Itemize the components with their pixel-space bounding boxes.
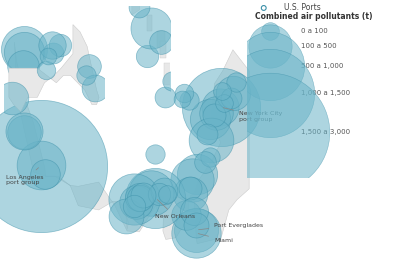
Point: [267, 130, 274, 134]
Point: [233, 80, 239, 84]
Point: [44, 54, 51, 58]
Point: [152, 196, 159, 200]
Text: Miami: Miami: [198, 234, 233, 243]
Point: [267, 91, 274, 95]
Polygon shape: [157, 32, 165, 48]
Point: [136, 196, 143, 201]
Point: [211, 113, 218, 117]
Point: [37, 164, 44, 168]
Text: Port Everglades: Port Everglades: [198, 223, 264, 230]
Point: [201, 159, 208, 164]
Point: [193, 223, 199, 227]
Point: [192, 231, 199, 235]
Point: [208, 137, 215, 142]
Point: [136, 194, 142, 199]
Text: Combined air pollutants (t): Combined air pollutants (t): [255, 12, 373, 20]
Point: [139, 193, 146, 198]
Point: [267, 44, 274, 48]
Point: [193, 228, 199, 232]
Point: [85, 64, 92, 68]
Point: [183, 212, 190, 217]
Point: [49, 43, 55, 47]
Point: [221, 101, 227, 105]
Point: [156, 192, 163, 196]
Point: [20, 64, 26, 69]
Text: U.S. Ports: U.S. Ports: [284, 4, 321, 12]
Point: [9, 96, 16, 100]
Point: [160, 189, 167, 194]
Point: [178, 97, 185, 101]
Point: [21, 130, 27, 134]
Point: [20, 50, 27, 54]
Point: [162, 95, 168, 99]
Polygon shape: [159, 42, 166, 58]
Point: [217, 104, 223, 109]
Polygon shape: [9, 25, 99, 112]
Point: [261, 6, 267, 10]
Point: [122, 214, 129, 218]
Point: [169, 79, 176, 83]
Point: [136, 5, 142, 9]
Point: [130, 204, 137, 208]
Point: [132, 200, 139, 205]
Point: [267, 29, 274, 33]
Point: [152, 152, 159, 156]
Point: [203, 132, 210, 136]
Point: [207, 117, 213, 121]
Polygon shape: [164, 63, 174, 85]
Point: [193, 172, 200, 176]
Point: [83, 73, 90, 77]
Point: [181, 91, 187, 96]
Point: [164, 191, 170, 196]
Point: [57, 43, 63, 48]
Point: [92, 85, 98, 90]
Point: [49, 51, 56, 55]
Point: [21, 47, 27, 51]
Point: [218, 88, 225, 93]
Text: 500 a 1,000: 500 a 1,000: [301, 63, 343, 70]
Polygon shape: [132, 0, 139, 15]
Point: [229, 91, 236, 95]
Polygon shape: [147, 14, 152, 31]
Text: New York City
port group: New York City port group: [223, 108, 283, 122]
Point: [147, 26, 154, 31]
Polygon shape: [15, 42, 249, 244]
Point: [190, 208, 197, 213]
Text: 1,500 a 3,000: 1,500 a 3,000: [301, 129, 350, 135]
Point: [148, 191, 154, 196]
Point: [144, 53, 150, 58]
Point: [131, 197, 137, 201]
Point: [213, 111, 220, 116]
Point: [187, 185, 193, 190]
Point: [186, 98, 193, 102]
Point: [186, 192, 193, 197]
Point: [206, 155, 213, 160]
Point: [188, 178, 195, 182]
Text: Los Angeles
port group: Los Angeles port group: [6, 168, 44, 185]
Text: 0 a 100: 0 a 100: [301, 28, 327, 34]
Point: [267, 64, 274, 69]
Text: New Orleans: New Orleans: [155, 200, 195, 219]
Point: [38, 163, 44, 168]
Point: [217, 105, 224, 109]
Point: [228, 95, 234, 100]
Point: [43, 68, 49, 72]
Point: [21, 129, 28, 134]
Point: [158, 40, 165, 45]
Text: 100 a 500: 100 a 500: [301, 43, 336, 49]
Point: [42, 172, 49, 176]
Text: 1,000 a 1,500: 1,000 a 1,500: [301, 90, 350, 96]
